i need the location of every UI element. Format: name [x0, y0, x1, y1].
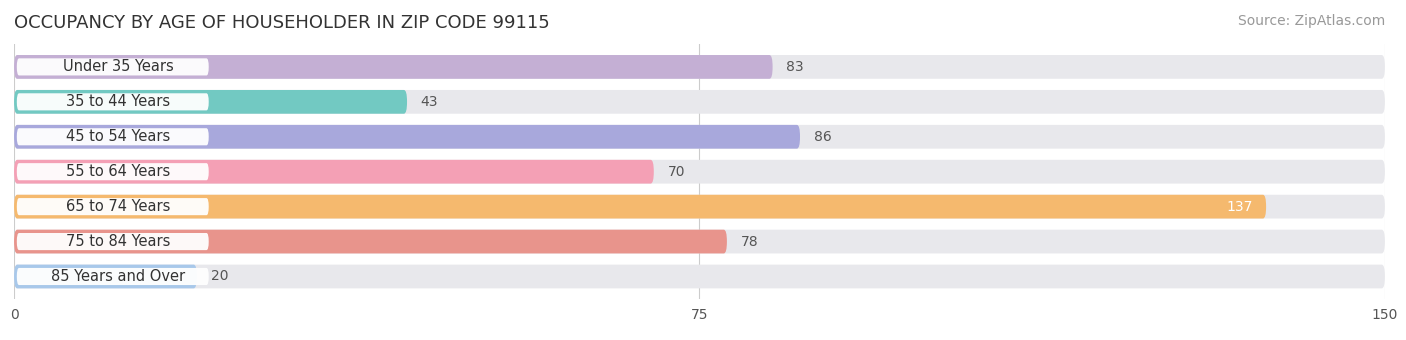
FancyBboxPatch shape: [17, 128, 208, 145]
FancyBboxPatch shape: [17, 268, 208, 285]
FancyBboxPatch shape: [14, 195, 1267, 219]
FancyBboxPatch shape: [14, 195, 1385, 219]
Text: 35 to 44 Years: 35 to 44 Years: [66, 94, 170, 109]
FancyBboxPatch shape: [14, 160, 1385, 184]
FancyBboxPatch shape: [14, 125, 1385, 149]
Text: 20: 20: [211, 270, 228, 284]
FancyBboxPatch shape: [14, 90, 408, 114]
Text: 45 to 54 Years: 45 to 54 Years: [66, 129, 170, 144]
FancyBboxPatch shape: [14, 230, 1385, 253]
FancyBboxPatch shape: [14, 55, 773, 79]
Text: 75 to 84 Years: 75 to 84 Years: [66, 234, 170, 249]
Text: 43: 43: [420, 95, 439, 109]
Text: 70: 70: [668, 165, 685, 179]
FancyBboxPatch shape: [14, 125, 800, 149]
Text: 78: 78: [741, 235, 758, 249]
FancyBboxPatch shape: [17, 163, 208, 180]
Text: 83: 83: [786, 60, 804, 74]
FancyBboxPatch shape: [14, 160, 654, 184]
FancyBboxPatch shape: [17, 58, 208, 75]
FancyBboxPatch shape: [17, 233, 208, 250]
Text: 65 to 74 Years: 65 to 74 Years: [66, 199, 170, 214]
Text: 55 to 64 Years: 55 to 64 Years: [66, 164, 170, 179]
Text: 86: 86: [814, 130, 831, 144]
FancyBboxPatch shape: [14, 265, 197, 288]
Text: 137: 137: [1226, 200, 1253, 214]
Text: 85 Years and Over: 85 Years and Over: [51, 269, 186, 284]
Text: Under 35 Years: Under 35 Years: [63, 59, 173, 74]
Text: Source: ZipAtlas.com: Source: ZipAtlas.com: [1237, 14, 1385, 28]
FancyBboxPatch shape: [14, 230, 727, 253]
FancyBboxPatch shape: [17, 198, 208, 215]
FancyBboxPatch shape: [14, 55, 1385, 79]
FancyBboxPatch shape: [17, 93, 208, 110]
Text: OCCUPANCY BY AGE OF HOUSEHOLDER IN ZIP CODE 99115: OCCUPANCY BY AGE OF HOUSEHOLDER IN ZIP C…: [14, 14, 550, 32]
FancyBboxPatch shape: [14, 265, 1385, 288]
FancyBboxPatch shape: [14, 90, 1385, 114]
